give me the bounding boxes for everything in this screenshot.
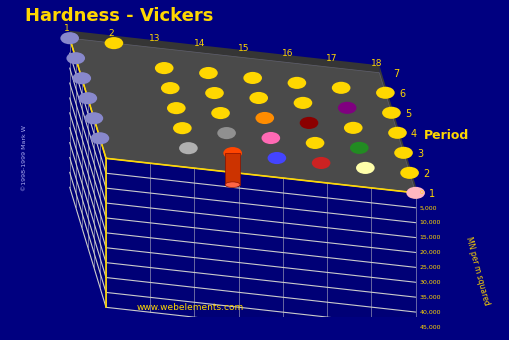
Text: 30,000: 30,000 xyxy=(418,280,440,285)
Ellipse shape xyxy=(287,77,305,89)
Ellipse shape xyxy=(91,132,109,144)
Text: ©1998-1999 Mark W: ©1998-1999 Mark W xyxy=(22,125,27,191)
Text: Hardness - Vickers: Hardness - Vickers xyxy=(25,7,213,26)
Ellipse shape xyxy=(60,32,79,44)
Text: 1: 1 xyxy=(428,189,434,199)
Text: MN per m squared: MN per m squared xyxy=(463,236,490,307)
Text: 1: 1 xyxy=(64,24,69,33)
Text: www.webelements.com: www.webelements.com xyxy=(136,303,243,312)
Ellipse shape xyxy=(261,132,279,144)
Ellipse shape xyxy=(343,122,362,134)
Ellipse shape xyxy=(349,142,368,154)
Ellipse shape xyxy=(225,150,240,156)
Ellipse shape xyxy=(205,87,223,99)
Ellipse shape xyxy=(255,112,273,124)
Ellipse shape xyxy=(393,147,412,159)
Text: 6: 6 xyxy=(398,89,404,99)
Ellipse shape xyxy=(78,92,97,104)
Polygon shape xyxy=(70,31,379,73)
Text: 20,000: 20,000 xyxy=(418,250,440,255)
Ellipse shape xyxy=(299,117,318,129)
Ellipse shape xyxy=(155,62,173,74)
Text: 17: 17 xyxy=(326,54,337,63)
Ellipse shape xyxy=(211,107,230,119)
Ellipse shape xyxy=(387,127,406,139)
Ellipse shape xyxy=(406,187,424,199)
Ellipse shape xyxy=(104,37,123,49)
Text: 15,000: 15,000 xyxy=(418,235,440,240)
Text: 3: 3 xyxy=(416,149,422,159)
Text: 4: 4 xyxy=(410,129,416,139)
Ellipse shape xyxy=(305,137,324,149)
Ellipse shape xyxy=(225,182,240,187)
Ellipse shape xyxy=(243,72,262,84)
Ellipse shape xyxy=(293,97,312,109)
Text: 2: 2 xyxy=(108,29,114,38)
Text: 35,000: 35,000 xyxy=(418,295,440,300)
Ellipse shape xyxy=(217,127,236,139)
Text: 50,000: 50,000 xyxy=(418,339,440,340)
Ellipse shape xyxy=(355,162,374,174)
Polygon shape xyxy=(106,158,415,340)
Ellipse shape xyxy=(400,167,418,179)
Ellipse shape xyxy=(173,122,191,134)
Polygon shape xyxy=(70,38,106,307)
Ellipse shape xyxy=(267,152,286,164)
Text: 16: 16 xyxy=(281,49,293,58)
Polygon shape xyxy=(70,38,415,193)
Bar xyxy=(225,153,240,185)
Text: Period: Period xyxy=(423,129,469,142)
Ellipse shape xyxy=(66,52,85,64)
Text: 45,000: 45,000 xyxy=(418,324,440,329)
Ellipse shape xyxy=(72,72,91,84)
Ellipse shape xyxy=(375,87,394,99)
Text: 5: 5 xyxy=(404,109,410,119)
Ellipse shape xyxy=(249,92,268,104)
Ellipse shape xyxy=(199,67,217,79)
Text: 25,000: 25,000 xyxy=(418,265,440,270)
Text: 14: 14 xyxy=(193,39,205,48)
Text: 2: 2 xyxy=(422,169,429,179)
Text: 5,000: 5,000 xyxy=(418,205,436,210)
Text: 0: 0 xyxy=(418,190,422,195)
Ellipse shape xyxy=(331,82,350,94)
Ellipse shape xyxy=(311,157,330,169)
Ellipse shape xyxy=(337,102,356,114)
Text: 18: 18 xyxy=(370,59,381,68)
Ellipse shape xyxy=(84,112,103,124)
Ellipse shape xyxy=(166,102,185,114)
Text: 7: 7 xyxy=(392,69,399,79)
Polygon shape xyxy=(379,65,415,193)
Text: 10,000: 10,000 xyxy=(418,220,440,225)
Ellipse shape xyxy=(161,82,179,94)
Ellipse shape xyxy=(223,147,241,159)
Ellipse shape xyxy=(179,142,197,154)
Text: 15: 15 xyxy=(237,44,249,53)
Text: 40,000: 40,000 xyxy=(418,309,440,315)
Ellipse shape xyxy=(381,107,400,119)
Text: 13: 13 xyxy=(149,34,160,43)
